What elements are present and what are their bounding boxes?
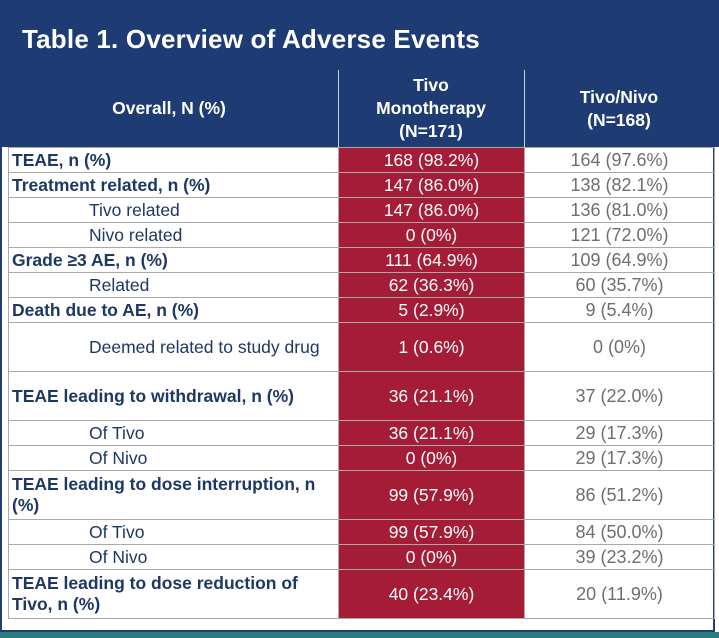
row-label: TEAE leading to withdrawal, n (%) [8, 371, 339, 421]
table-row: Death due to AE, n (%) 5 (2.9%) 9 (5.4%) [8, 297, 715, 323]
table-title: Table 1. Overview of Adverse Events [22, 24, 480, 54]
row-label: Of Tivo [8, 519, 339, 545]
table-row: Of Nivo 0 (0%) 39 (23.2%) [8, 544, 715, 570]
header-tivonivo-line2: (N=168) [587, 109, 651, 130]
tivonivo-value: 138 (82.1%) [524, 172, 715, 198]
row-label: Nivo related [8, 222, 339, 248]
tivo-value: 147 (86.0%) [338, 197, 525, 223]
table-row: Treatment related, n (%) 147 (86.0%) 138… [8, 172, 715, 198]
row-label: Death due to AE, n (%) [8, 297, 339, 323]
table-row: Of Nivo 0 (0%) 29 (17.3%) [8, 445, 715, 471]
row-label: Of Nivo [8, 445, 339, 471]
title-bar: Table 1. Overview of Adverse Events [0, 0, 719, 70]
tivo-value: 40 (23.4%) [338, 569, 525, 619]
tivonivo-value: 20 (11.9%) [524, 569, 715, 619]
table-row: Of Tivo 36 (21.1%) 29 (17.3%) [8, 420, 715, 446]
row-label: Related [8, 272, 339, 298]
table-row: Related 62 (36.3%) 60 (35.7%) [8, 272, 715, 298]
tivonivo-value: 39 (23.2%) [524, 544, 715, 570]
row-label: Treatment related, n (%) [8, 172, 339, 198]
tivonivo-value: 109 (64.9%) [524, 247, 715, 273]
tivo-value: 5 (2.9%) [338, 297, 525, 323]
tivonivo-value: 60 (35.7%) [524, 272, 715, 298]
tivonivo-value: 29 (17.3%) [524, 445, 715, 471]
tivo-value: 111 (64.9%) [338, 247, 525, 273]
tivonivo-value: 0 (0%) [524, 322, 715, 372]
tivo-value: 168 (98.2%) [338, 147, 525, 173]
tivonivo-value: 9 (5.4%) [524, 297, 715, 323]
row-label: TEAE leading to dose reduction of Tivo, … [8, 569, 339, 619]
header-divider [524, 70, 525, 147]
bottom-accent-strip [0, 632, 719, 638]
tivo-value: 62 (36.3%) [338, 272, 525, 298]
tivo-value: 147 (86.0%) [338, 172, 525, 198]
row-label: TEAE leading to dose interruption, n (%) [8, 470, 339, 520]
tivonivo-value: 136 (81.0%) [524, 197, 715, 223]
tivo-value: 99 (57.9%) [338, 519, 525, 545]
header-tivo-line3: (N=171) [399, 121, 463, 141]
row-label: Grade ≥3 AE, n (%) [8, 247, 339, 273]
header-tivo-line2: Monotherapy [376, 98, 486, 118]
table-header: Overall, N (%) Tivo Monotherapy (N=171) … [0, 70, 719, 147]
tivo-value: 0 (0%) [338, 222, 525, 248]
tivo-value: 0 (0%) [338, 544, 525, 570]
header-tivonivo-line1: Tivo/Nivo [579, 86, 659, 107]
table-row: TEAE leading to withdrawal, n (%) 36 (21… [8, 371, 715, 421]
header-overall-label: Overall, N (%) [112, 98, 226, 118]
table-row: TEAE leading to dose interruption, n (%)… [8, 470, 715, 520]
header-divider [338, 70, 339, 147]
table-row: Tivo related 147 (86.0%) 136 (81.0%) [8, 197, 715, 223]
row-label: Deemed related to study drug [8, 322, 339, 372]
tivo-value: 36 (21.1%) [338, 420, 525, 446]
row-label: Tivo related [8, 197, 339, 223]
tivo-value: 1 (0.6%) [338, 322, 525, 372]
header-overall: Overall, N (%) [0, 70, 338, 147]
table-row: TEAE, n (%) 168 (98.2%) 164 (97.6%) [8, 147, 715, 173]
table-row: Grade ≥3 AE, n (%) 111 (64.9%) 109 (64.9… [8, 247, 715, 273]
table-row: Of Tivo 99 (57.9%) 84 (50.0%) [8, 519, 715, 545]
tivo-value: 99 (57.9%) [338, 470, 525, 520]
row-label: TEAE, n (%) [8, 147, 339, 173]
row-label: Of Tivo [8, 420, 339, 446]
header-tivo-line1: Tivo [413, 75, 449, 95]
header-tivo-monotherapy: Tivo Monotherapy (N=171) [338, 70, 524, 147]
tivo-value: 36 (21.1%) [338, 371, 525, 421]
tivonivo-value: 37 (22.0%) [524, 371, 715, 421]
adverse-events-table: TEAE, n (%) 168 (98.2%) 164 (97.6%) Trea… [8, 147, 715, 619]
tivo-value: 0 (0%) [338, 445, 525, 471]
table-row: TEAE leading to dose reduction of Tivo, … [8, 569, 715, 619]
tivonivo-value: 164 (97.6%) [524, 147, 715, 173]
row-label: Of Nivo [8, 544, 339, 570]
tivonivo-value: 29 (17.3%) [524, 420, 715, 446]
tivonivo-value: 86 (51.2%) [524, 470, 715, 520]
tivonivo-value: 121 (72.0%) [524, 222, 715, 248]
table-row: Deemed related to study drug 1 (0.6%) 0 … [8, 322, 715, 372]
table-row: Nivo related 0 (0%) 121 (72.0%) [8, 222, 715, 248]
tivonivo-value: 84 (50.0%) [524, 519, 715, 545]
header-tivo-nivo: Tivo/Nivo (N=168) [524, 70, 714, 147]
